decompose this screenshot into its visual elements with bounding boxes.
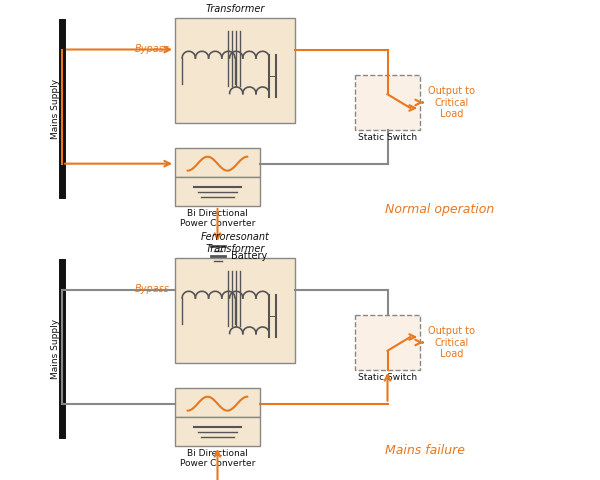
Text: Bi Directional
Power Converter: Bi Directional Power Converter: [180, 209, 255, 228]
Bar: [355, 315, 420, 370]
Text: Bypass: Bypass: [135, 45, 170, 55]
Bar: [175, 18, 295, 123]
Text: Bypass: Bypass: [135, 285, 170, 295]
Text: Output to
Critical
Load: Output to Critical Load: [428, 326, 475, 359]
Text: Bi Directional
Power Converter: Bi Directional Power Converter: [180, 449, 255, 468]
Bar: [175, 177, 260, 206]
Text: Ferroresonant
Transformer: Ferroresonant Transformer: [200, 0, 269, 14]
Bar: [175, 258, 295, 363]
Text: Mains Supply: Mains Supply: [52, 78, 61, 139]
Text: Static Switch: Static Switch: [358, 373, 417, 382]
Text: Battery: Battery: [232, 251, 268, 261]
Text: Mains Supply: Mains Supply: [52, 318, 61, 379]
Text: Ferroresonant
Transformer: Ferroresonant Transformer: [200, 232, 269, 254]
Bar: [175, 417, 260, 446]
Bar: [355, 75, 420, 130]
Text: Mains failure: Mains failure: [385, 444, 465, 456]
Bar: [175, 148, 260, 177]
Text: Output to
Critical
Load: Output to Critical Load: [428, 86, 475, 119]
Text: Normal operation: Normal operation: [385, 204, 494, 216]
Bar: [175, 388, 260, 417]
Text: Static Switch: Static Switch: [358, 133, 417, 142]
